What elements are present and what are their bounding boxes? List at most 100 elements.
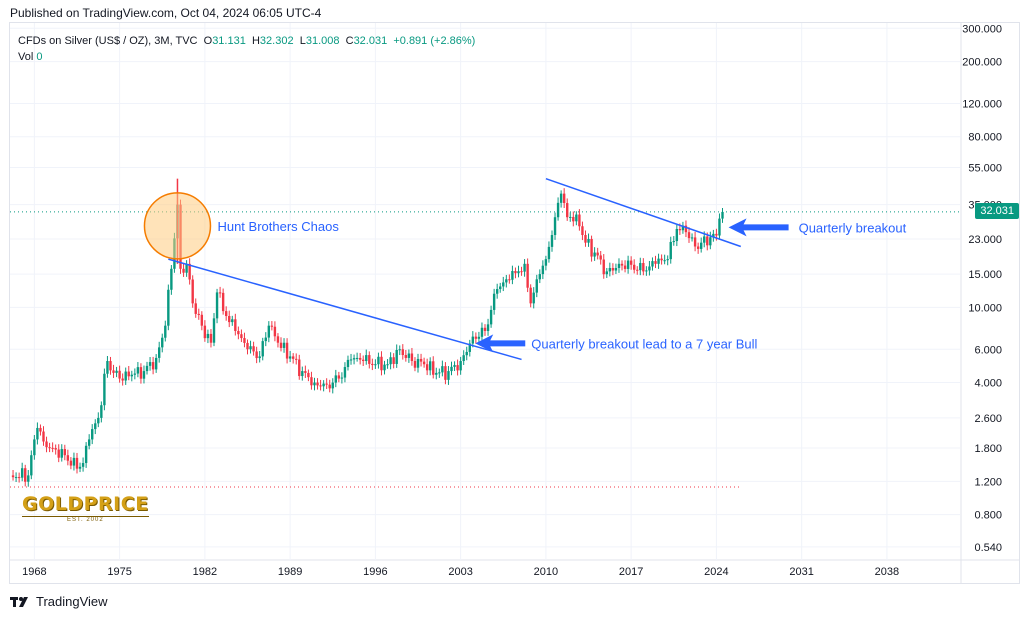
tradingview-footer[interactable]: TradingView	[10, 594, 108, 609]
candle-body	[139, 367, 143, 379]
candle-body	[480, 327, 484, 337]
candle-body	[310, 377, 313, 386]
candle-body	[148, 362, 152, 366]
candle-body	[596, 252, 599, 256]
candle-body	[334, 375, 338, 383]
candle-body	[489, 309, 493, 325]
candle-body	[84, 445, 88, 464]
candle-body	[224, 311, 228, 317]
y-tick-label: 0.540	[974, 542, 1002, 554]
candle-body	[566, 203, 569, 218]
candle-body	[185, 263, 188, 273]
x-tick-label: 1982	[193, 566, 217, 578]
candle-body	[27, 475, 30, 482]
candle-body	[182, 268, 185, 273]
candle-body	[45, 441, 48, 448]
trendline	[168, 258, 522, 361]
candle-body	[24, 468, 27, 482]
published-info: Published on TradingView.com, Oct 04, 20…	[10, 6, 322, 20]
candle-body	[672, 241, 675, 243]
trendlines	[168, 177, 742, 361]
candle-body	[106, 361, 109, 374]
candle-body	[374, 364, 377, 366]
candle-body	[550, 235, 554, 247]
candle-body	[428, 361, 432, 371]
high-value: 32.302	[259, 35, 294, 47]
candle-body	[660, 258, 663, 261]
candle-body	[690, 237, 694, 239]
candle-body	[87, 439, 91, 446]
hunt-brothers-circle	[143, 192, 212, 260]
candle-body	[97, 417, 100, 424]
candle-body	[51, 447, 54, 449]
candle-body	[295, 358, 298, 360]
candle-body	[17, 477, 21, 479]
candle-body	[30, 455, 33, 476]
x-tick-label: 2010	[534, 566, 558, 578]
candle-body	[502, 282, 505, 287]
candle-body	[559, 193, 563, 203]
candle-body	[170, 268, 173, 290]
candle-body	[651, 261, 654, 267]
candle-body	[279, 342, 283, 348]
candle-body	[593, 252, 596, 257]
candle-body	[368, 355, 371, 364]
candle-body	[416, 358, 420, 368]
candle-body	[538, 274, 542, 280]
candle-body	[203, 325, 207, 339]
y-tick-label: 6.000	[974, 344, 1002, 356]
candle-body	[477, 336, 481, 339]
symbol-label: CFDs on Silver (US$ / OZ), 3M, TVC	[18, 35, 198, 47]
vol-label: Vol	[18, 51, 34, 63]
candle-body	[285, 342, 289, 359]
candle-body	[556, 202, 560, 218]
candle-body	[60, 449, 63, 458]
candle-body	[453, 365, 456, 367]
candle-body	[154, 357, 158, 370]
candle-body	[562, 193, 566, 204]
y-tick-label: 2.600	[974, 413, 1002, 425]
close-label: C	[345, 35, 354, 47]
high-label: H	[251, 35, 260, 47]
candle-body	[258, 356, 261, 359]
candle-body	[425, 364, 429, 371]
candle-body	[103, 373, 106, 406]
candle-body	[81, 463, 85, 467]
candle-body	[441, 366, 444, 373]
candle-body	[712, 233, 715, 238]
candle-body	[112, 370, 115, 373]
candle-body	[273, 326, 277, 337]
candle-body	[599, 255, 602, 260]
candle-body	[194, 303, 197, 314]
candle-body	[535, 279, 538, 293]
candle-body	[188, 263, 191, 280]
candle-body	[14, 477, 18, 479]
trendline	[545, 177, 742, 248]
candle-body	[252, 346, 255, 352]
candle-body	[365, 355, 368, 362]
candle-body	[380, 356, 383, 371]
candle-body	[687, 232, 691, 239]
candle-body	[462, 355, 465, 362]
candle-body	[109, 361, 112, 371]
candle-body	[465, 351, 468, 356]
candle-body	[377, 356, 380, 365]
y-tick-label: 15.000	[968, 269, 1002, 281]
candle-body	[316, 382, 319, 386]
candle-body	[517, 271, 520, 274]
change-value: +0.891 (+2.86%)	[393, 35, 476, 47]
candle-body	[118, 370, 121, 379]
candle-body	[228, 316, 231, 323]
candle-body	[167, 289, 170, 326]
annotation-hunt-brothers: Hunt Brothers Chaos	[217, 219, 339, 234]
candle-body	[422, 361, 426, 365]
arrow-icon	[728, 218, 789, 237]
candle-body	[392, 357, 395, 364]
candle-body	[130, 374, 133, 377]
candle-body	[444, 366, 447, 380]
candle-body	[246, 342, 249, 350]
candle-body	[514, 271, 517, 274]
candle-body	[508, 279, 511, 281]
candle-body	[234, 319, 237, 331]
